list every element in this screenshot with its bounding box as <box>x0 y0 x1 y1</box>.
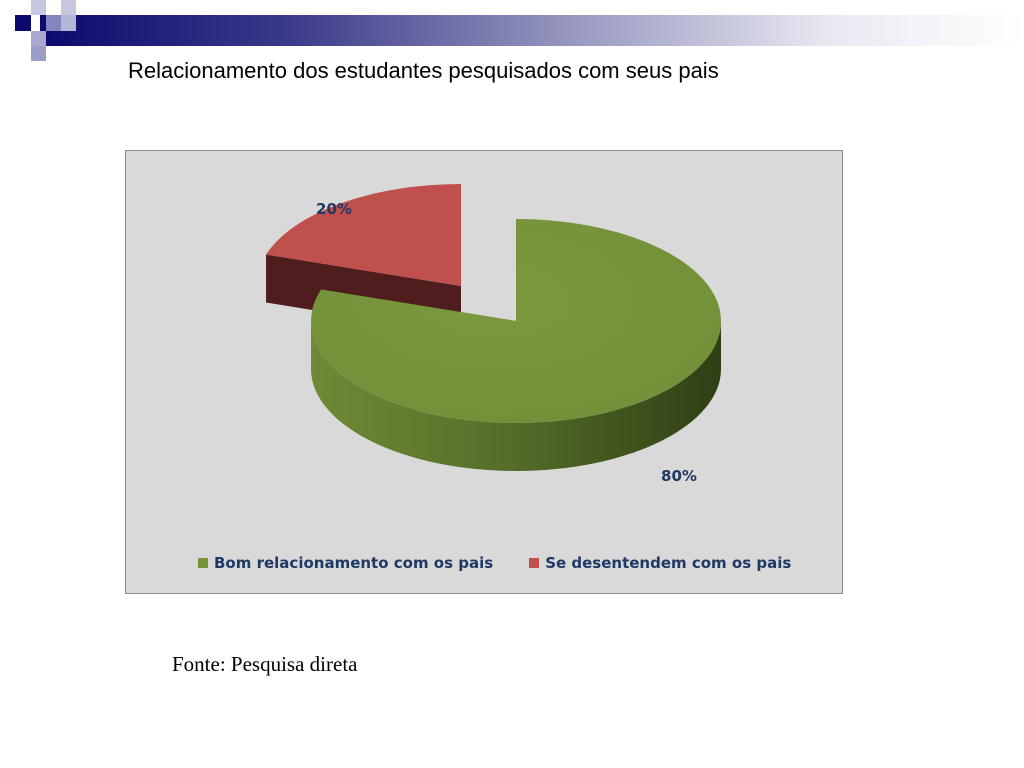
slice-label-bom-relacionamento: 80% <box>661 467 697 485</box>
slide-title: Relacionamento dos estudantes pesquisado… <box>128 58 719 83</box>
chart-area: 20% 80% Bom relacionamento com os pais S… <box>125 150 843 594</box>
legend-item-se-desentendem: Se desentendem com os pais <box>529 554 791 572</box>
chart-legend: Bom relacionamento com os pais Se desent… <box>198 554 791 572</box>
pie-slice-top <box>266 184 461 286</box>
pie-slice-top <box>311 219 721 423</box>
legend-label: Bom relacionamento com os pais <box>214 554 494 572</box>
legend-swatch-red <box>529 558 540 568</box>
pie-slice-bom-relacionamento <box>311 219 721 471</box>
source-note: Fonte: Pesquisa direta <box>172 652 358 676</box>
pie-slice-side <box>311 321 721 471</box>
header-square-mid <box>31 46 46 61</box>
pie-chart: 20% 80% <box>266 184 721 485</box>
header-square-light <box>61 0 76 15</box>
legend-item-bom-relacionamento: Bom relacionamento com os pais <box>198 554 493 572</box>
legend-swatch-green <box>198 558 208 568</box>
header-square-light <box>61 15 76 31</box>
header-square-dark <box>15 15 31 31</box>
header-square-mid <box>31 31 46 46</box>
header-gradient-bar <box>40 15 1024 46</box>
slice-label-se-desentendem: 20% <box>316 200 352 218</box>
header-square-light <box>31 0 46 15</box>
header-square-mid <box>46 15 61 31</box>
legend-label: Se desentendem com os pais <box>545 554 792 572</box>
